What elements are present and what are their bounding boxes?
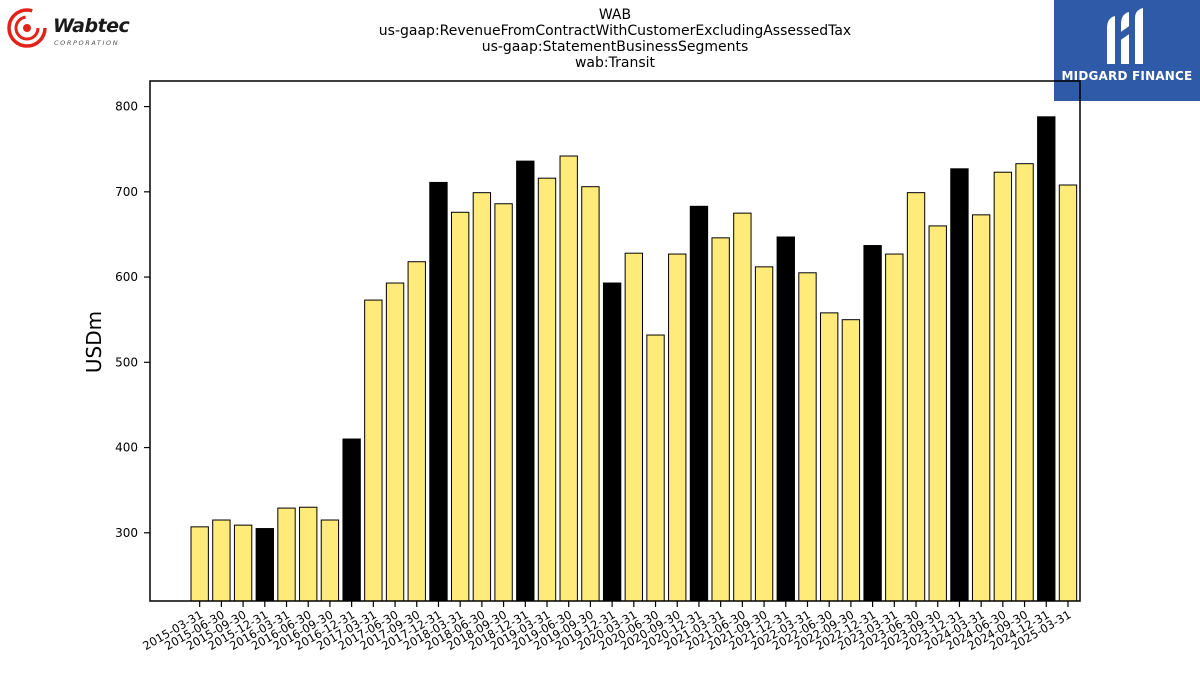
- bar-2016-06-30: [299, 506, 318, 602]
- bar-2021-03-31: [711, 237, 730, 602]
- bar-2024-03-31: [971, 214, 991, 602]
- chart-subtitle-concept: us-gaap:RevenueFromContractWithCustomerE…: [378, 23, 852, 39]
- y-tick-label: 400: [115, 441, 138, 455]
- bar-2015-09-30: [233, 524, 253, 602]
- y-axis: 300 400 500 600 700 800: [115, 100, 150, 540]
- bar-2023-03-31: [885, 253, 904, 602]
- bar-2019-03-31: [537, 177, 557, 602]
- x-axis: 2015-03-312015-06-302015-09-302015-12-31…: [140, 601, 1073, 653]
- bar-2017-06-30: [385, 282, 405, 602]
- bar-2018-03-31: [450, 211, 470, 602]
- chart-title-block: WAB us-gaap:RevenueFromContractWithCusto…: [300, 7, 930, 71]
- plot-frame: [149, 80, 1081, 602]
- bar-2017-09-30: [407, 261, 426, 602]
- bar-2016-03-31: [277, 507, 296, 602]
- bar-2025-03-31: [1058, 184, 1078, 602]
- bar-2024-12-31: [1037, 116, 1056, 602]
- y-tick-label: 600: [115, 270, 138, 284]
- midgard-m-icon: [1107, 8, 1143, 64]
- bar-2017-03-31: [364, 299, 383, 602]
- wabtec-brand-name: Wabtec: [53, 15, 130, 37]
- bar-2021-12-31: [776, 236, 795, 602]
- bar-2017-12-31: [429, 181, 448, 602]
- bar-2016-12-31: [342, 438, 361, 602]
- bar-2023-12-31: [950, 168, 969, 602]
- bars-layer: [190, 116, 1078, 602]
- chart-subtitle-axis: us-gaap:StatementBusinessSegments: [481, 39, 749, 55]
- bar-2015-03-31: [190, 526, 209, 602]
- bar-2019-09-30: [581, 186, 600, 602]
- y-tick-label: 300: [115, 526, 138, 540]
- chart-subtitle-member: wab:Transit: [574, 55, 655, 71]
- y-tick-label: 500: [115, 355, 138, 369]
- bar-2022-09-30: [841, 319, 861, 602]
- bar-2020-09-30: [668, 253, 687, 602]
- bar-2020-12-31: [689, 205, 709, 602]
- y-tick-label: 800: [115, 100, 138, 114]
- bar-2023-06-30: [906, 192, 926, 602]
- wabtec-brand-sub: CORPORATION: [54, 39, 120, 47]
- midgard-brand-name: MIDGARD FINANCE: [1061, 69, 1193, 83]
- bar-2023-09-30: [928, 225, 947, 602]
- wabtec-swirl-icon: [7, 8, 47, 48]
- wabtec-logo: Wabtec CORPORATION: [6, 6, 146, 52]
- bar-2024-09-30: [1015, 163, 1034, 602]
- bar-2019-06-30: [559, 155, 578, 602]
- bar-2021-06-30: [733, 212, 752, 602]
- bar-2018-12-31: [516, 160, 535, 602]
- bar-2022-06-30: [820, 312, 839, 602]
- bar-2020-03-31: [624, 252, 644, 602]
- bar-2021-09-30: [754, 266, 774, 602]
- y-axis-label: USDm: [82, 311, 106, 373]
- midgard-finance-logo: MIDGARD FINANCE: [1054, 0, 1200, 101]
- bar-2024-06-30: [993, 171, 1013, 602]
- bar-2016-09-30: [320, 519, 340, 602]
- chart-title: WAB: [598, 7, 632, 23]
- bar-2020-06-30: [646, 334, 665, 602]
- bar-2022-12-31: [863, 245, 882, 602]
- bar-2018-09-30: [494, 203, 513, 602]
- bar-2022-03-31: [798, 272, 817, 602]
- bar-2019-12-31: [602, 282, 622, 602]
- bar-2015-06-30: [212, 519, 231, 602]
- y-tick-label: 700: [115, 185, 138, 199]
- bar-2015-12-31: [255, 528, 274, 602]
- bar-2018-06-30: [472, 192, 492, 602]
